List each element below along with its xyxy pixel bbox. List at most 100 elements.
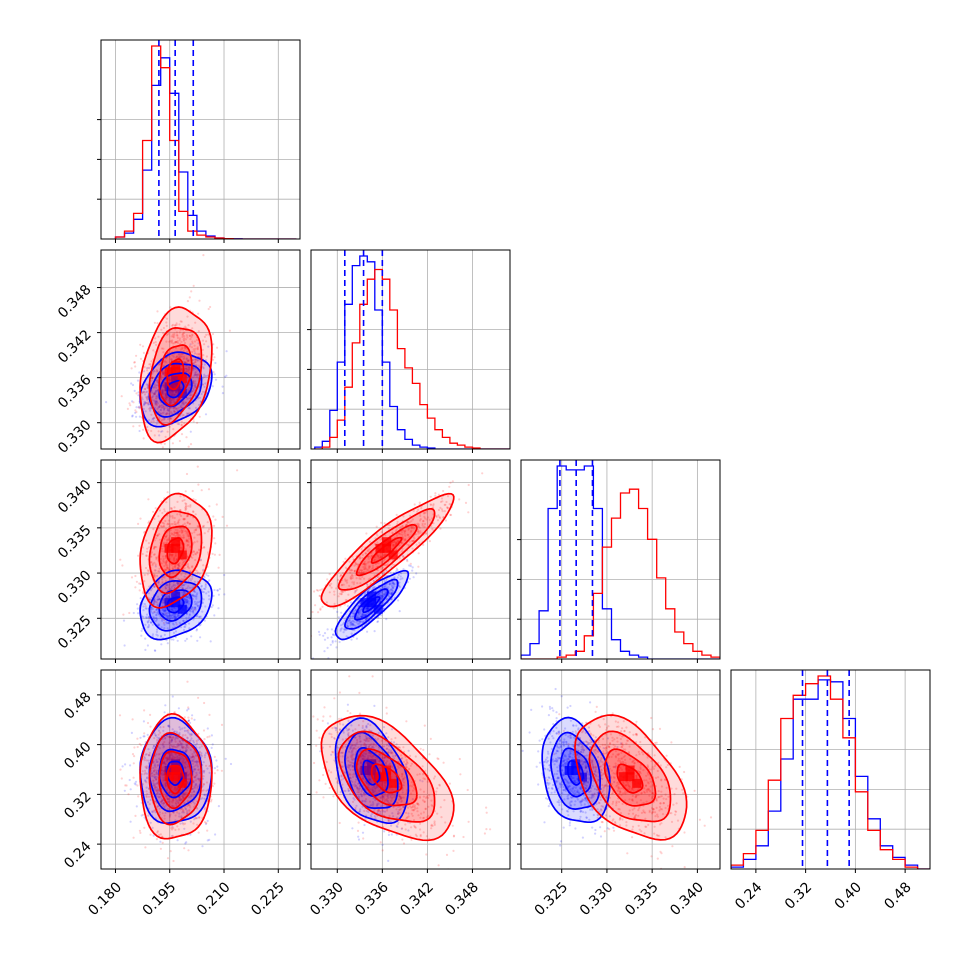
sample-point — [218, 805, 220, 807]
sample-point — [201, 845, 203, 847]
sample-point — [327, 637, 329, 639]
sample-point — [219, 588, 221, 590]
sample-point — [147, 644, 149, 646]
sample-point — [169, 306, 171, 308]
sample-point — [321, 588, 323, 590]
sample-point — [135, 392, 137, 394]
panel-frame — [101, 40, 300, 239]
sample-point — [137, 523, 139, 525]
sample-point — [344, 558, 346, 560]
sample-point — [190, 431, 192, 433]
sample-point — [203, 738, 205, 740]
sample-point — [356, 638, 358, 640]
sample-point — [415, 572, 417, 574]
sample-point — [332, 640, 334, 642]
sample-point — [208, 735, 210, 737]
sample-point — [142, 345, 144, 347]
sample-point — [187, 717, 189, 719]
sample-point — [212, 333, 214, 335]
sample-point — [211, 747, 213, 749]
sample-point — [197, 697, 199, 699]
sample-point — [129, 764, 131, 766]
sample-point — [201, 489, 203, 491]
sample-point — [147, 734, 149, 736]
sample-point — [212, 385, 214, 387]
sample-point — [318, 631, 320, 633]
sample-point — [409, 578, 411, 580]
sample-point — [214, 519, 216, 521]
sample-point — [218, 594, 220, 596]
sample-point — [205, 413, 207, 415]
sample-point — [214, 833, 216, 835]
sample-point — [339, 641, 341, 643]
sample-point — [193, 420, 195, 422]
sample-point — [164, 711, 166, 713]
sample-point — [208, 308, 210, 310]
sample-point — [128, 402, 130, 404]
sample-point — [135, 355, 137, 357]
sample-point — [374, 630, 376, 632]
sample-point — [211, 734, 213, 736]
sample-point — [230, 763, 232, 765]
sample-point — [213, 371, 215, 373]
sample-point — [167, 642, 169, 644]
sample-point — [223, 593, 225, 595]
sample-point — [139, 464, 141, 466]
sample-point — [137, 555, 139, 557]
sample-point — [214, 554, 216, 556]
sample-point — [142, 814, 144, 816]
sample-point — [350, 601, 352, 603]
sample-point — [481, 472, 483, 474]
sample-point — [406, 560, 408, 562]
sample-point — [365, 532, 367, 534]
sample-point — [130, 821, 132, 823]
sample-point — [335, 640, 337, 642]
sample-point — [177, 839, 179, 841]
sample-point — [210, 640, 212, 642]
sample-point — [209, 306, 211, 308]
sample-point — [390, 572, 392, 574]
sample-point — [336, 611, 338, 613]
sample-point — [181, 433, 183, 435]
sample-point — [164, 704, 166, 706]
sample-point — [213, 595, 215, 597]
sample-point — [449, 482, 451, 484]
sample-point — [224, 376, 226, 378]
sample-point — [189, 296, 191, 298]
sample-point — [192, 490, 194, 492]
sample-point — [191, 714, 193, 716]
sample-point — [142, 592, 144, 594]
sample-point — [366, 631, 368, 633]
sample-point — [331, 628, 333, 630]
sample-point — [136, 805, 138, 807]
sample-point — [162, 842, 164, 844]
sample-point — [123, 620, 125, 622]
sample-point — [213, 537, 215, 539]
sample-point — [156, 838, 158, 840]
sample-point — [319, 595, 321, 597]
sample-point — [218, 567, 220, 569]
sample-point — [144, 649, 146, 651]
sample-point — [135, 411, 137, 413]
sample-point — [331, 636, 333, 638]
sample-point — [302, 627, 304, 629]
sample-point — [139, 589, 141, 591]
sample-point — [131, 732, 133, 734]
sample-point — [131, 415, 133, 417]
sample-point — [396, 514, 398, 516]
sample-point — [160, 643, 162, 645]
sample-point — [335, 646, 337, 648]
sample-point — [212, 359, 214, 361]
sample-point — [229, 330, 231, 332]
sample-point — [132, 384, 134, 386]
sample-point — [198, 300, 200, 302]
sample-point — [134, 361, 136, 363]
sample-point — [206, 830, 208, 832]
sample-point — [137, 608, 139, 610]
sample-point — [193, 285, 195, 287]
sample-point — [164, 443, 166, 445]
sample-point — [185, 490, 187, 492]
sample-point — [312, 611, 314, 613]
sample-point — [225, 758, 227, 760]
